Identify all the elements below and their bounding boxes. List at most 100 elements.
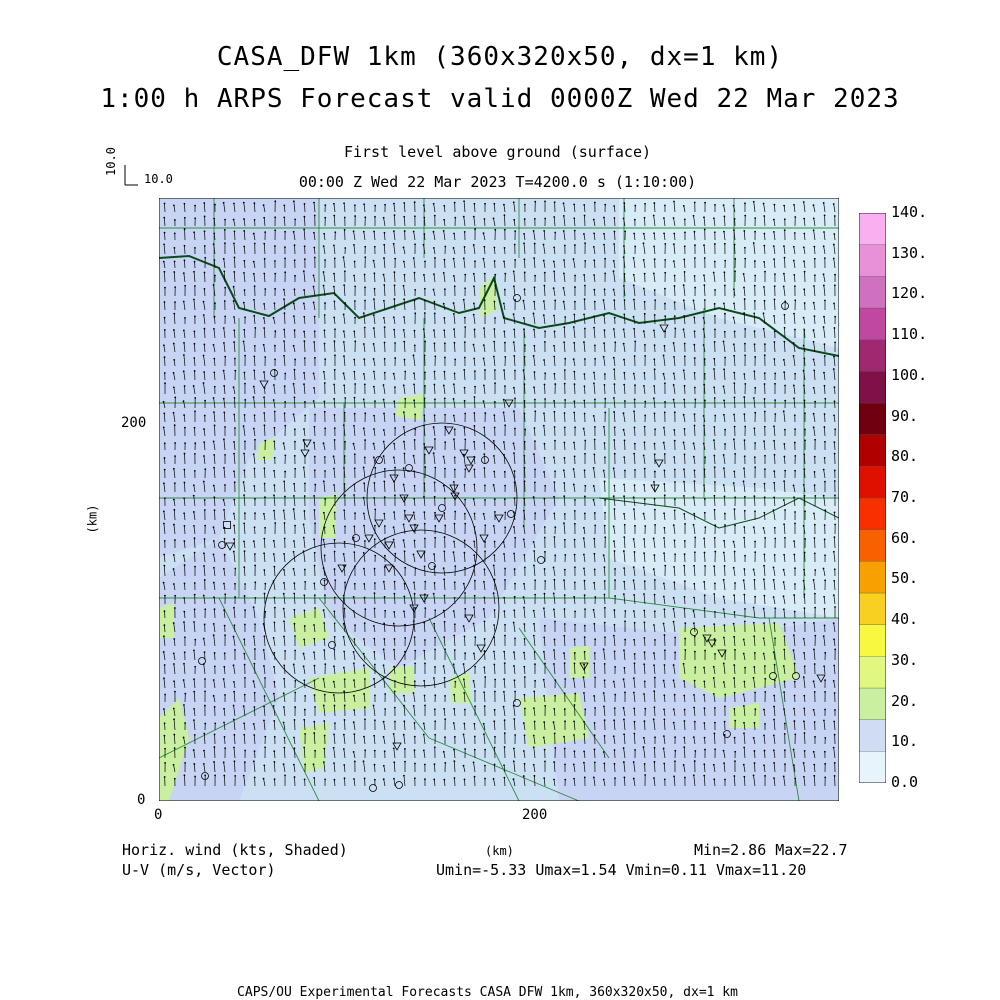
- wind-vector-head: [582, 526, 585, 529]
- wind-vector-head: [412, 511, 415, 514]
- wind-vector: [613, 260, 616, 269]
- wind-vector: [173, 372, 176, 381]
- wind-vector: [523, 317, 526, 325]
- wind-vector-head: [302, 550, 305, 553]
- wind-vector: [583, 400, 586, 409]
- wind-vector-head: [733, 425, 736, 428]
- wind-vector-head: [572, 358, 575, 361]
- wind-vector-head: [342, 330, 345, 333]
- wind-vector: [503, 454, 506, 465]
- wind-vector-head: [403, 215, 406, 218]
- wind-vector: [524, 694, 526, 703]
- wind-vector: [793, 246, 796, 255]
- wind-vector-head: [713, 593, 716, 595]
- wind-vector-head: [512, 313, 515, 316]
- wind-vector: [633, 373, 636, 381]
- wind-vector: [813, 413, 816, 423]
- wind-vector-head: [342, 622, 345, 625]
- wind-vector-head: [824, 579, 827, 582]
- wind-vector: [633, 328, 636, 339]
- wind-vector-head: [674, 327, 677, 330]
- wind-vector: [543, 651, 546, 661]
- wind-vector-head: [464, 592, 466, 594]
- wind-vector-head: [252, 232, 255, 235]
- wind-vector-head: [313, 582, 316, 585]
- wind-vector-head: [322, 511, 325, 514]
- wind-vector-head: [663, 664, 666, 666]
- wind-vector: [803, 638, 806, 647]
- wind-vector: [483, 581, 486, 591]
- wind-vector: [403, 426, 406, 437]
- wind-vector-head: [403, 676, 406, 679]
- wind-vector-head: [512, 386, 515, 389]
- wind-vector-head: [504, 579, 506, 581]
- wind-vector-head: [454, 565, 457, 568]
- wind-vector: [503, 303, 506, 311]
- wind-vector: [163, 678, 166, 689]
- wind-vector: [803, 525, 806, 535]
- wind-vector-head: [494, 382, 496, 384]
- wind-vector-head: [423, 273, 425, 276]
- wind-vector: [243, 706, 246, 717]
- wind-vector-head: [532, 609, 535, 612]
- wind-vector-head: [754, 595, 757, 598]
- wind-vector-head: [603, 373, 606, 375]
- wind-vector: [773, 482, 776, 493]
- wind-vector: [783, 692, 786, 703]
- wind-vector: [713, 218, 716, 227]
- wind-vector: [323, 639, 326, 647]
- wind-vector: [534, 427, 536, 437]
- wind-vector: [693, 565, 696, 577]
- wind-vector: [383, 678, 386, 689]
- wind-vector-head: [613, 316, 616, 319]
- wind-vector-head: [634, 245, 637, 248]
- wind-vector-head: [193, 270, 195, 273]
- wind-vector-head: [213, 608, 216, 611]
- wind-vector-head: [773, 330, 776, 333]
- wind-vector: [453, 664, 456, 675]
- wind-vector: [773, 471, 776, 479]
- wind-vector: [333, 273, 336, 283]
- wind-vector: [543, 413, 546, 423]
- wind-vector-head: [293, 582, 296, 585]
- wind-vector: [363, 638, 366, 647]
- wind-vector-head: [173, 358, 176, 361]
- wind-vector-head: [662, 354, 665, 357]
- wind-vector-head: [683, 314, 686, 317]
- wind-vector-head: [593, 568, 596, 571]
- wind-vector-head: [592, 466, 595, 469]
- wind-vector-head: [302, 536, 305, 539]
- wind-vector: [433, 427, 436, 437]
- wind-vector-head: [573, 217, 576, 220]
- wind-vector-head: [252, 385, 255, 388]
- wind-vector-head: [494, 678, 497, 681]
- wind-vector-head: [824, 299, 826, 302]
- wind-vector: [464, 484, 466, 493]
- wind-vector-head: [253, 285, 256, 288]
- wind-vector-head: [744, 382, 747, 385]
- wind-vector-head: [213, 259, 216, 261]
- wind-vector: [213, 372, 216, 381]
- wind-vector-head: [602, 425, 605, 428]
- wind-vector-head: [593, 622, 596, 625]
- wind-vector-head: [714, 289, 716, 291]
- wind-vector: [213, 540, 216, 549]
- wind-vector-head: [243, 566, 246, 569]
- wind-vector-head: [352, 230, 355, 233]
- wind-vector-head: [353, 300, 356, 302]
- wind-vector-head: [472, 343, 475, 346]
- wind-vector-head: [683, 553, 686, 556]
- wind-vector: [193, 679, 196, 689]
- wind-vector: [163, 565, 166, 577]
- wind-vector-head: [292, 315, 295, 318]
- wind-vector-head: [233, 270, 236, 273]
- wind-vector-head: [452, 313, 455, 315]
- wind-vector-head: [604, 536, 607, 539]
- wind-vector-head: [543, 271, 546, 274]
- wind-vector-head: [162, 651, 165, 653]
- wind-vector-head: [753, 578, 756, 581]
- wind-vector-head: [442, 567, 445, 570]
- wind-vector-head: [194, 204, 196, 207]
- wind-vector-head: [633, 298, 635, 301]
- wind-vector-head: [503, 453, 505, 456]
